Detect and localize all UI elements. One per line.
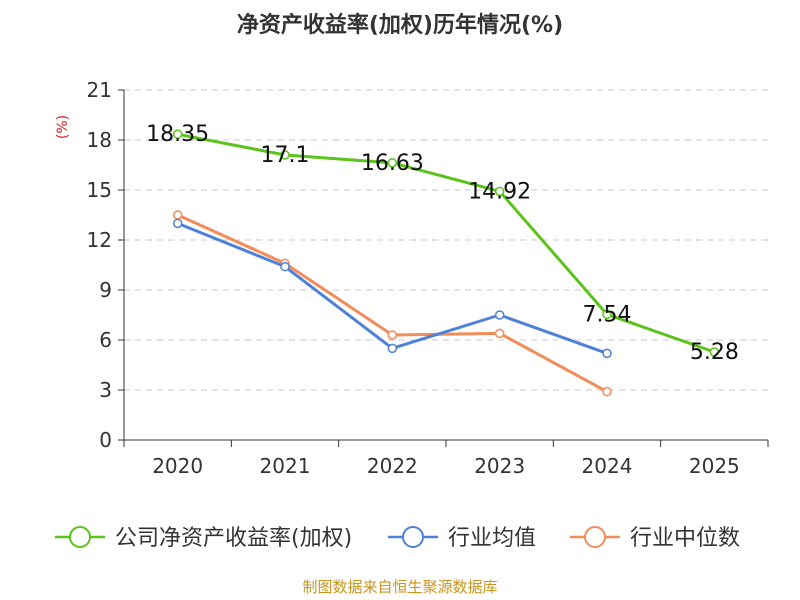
series: [172, 129, 720, 397]
source-note: 制图数据来自恒生聚源数据库: [302, 578, 497, 596]
data-point-0: [602, 309, 612, 320]
series-line-0: [177, 132, 715, 354]
data-point-0: [709, 347, 720, 357]
legend-marker-0: [69, 526, 91, 548]
data-label: 14.92: [468, 179, 531, 204]
axes: 0 3 6 9 12 15 18 21 2020 2021 2022 2023 2024 2025: [87, 78, 769, 478]
y-tick-label: 9: [99, 278, 112, 302]
data-point-0: [494, 186, 505, 197]
y-tick-label: 12: [87, 228, 112, 252]
legend-label-1: 行业均值: [448, 526, 536, 551]
data-label: 16.63: [361, 151, 424, 176]
y-tick-label: 3: [99, 378, 112, 402]
data-label: 18.35: [146, 122, 209, 147]
legend-marker-2: [584, 526, 606, 548]
data-point-0: [280, 150, 290, 160]
data-point-0: [387, 158, 398, 168]
data-point-0: [172, 129, 183, 139]
data-label: 5.28: [690, 340, 739, 365]
data-label: 7.54: [583, 302, 632, 327]
y-tick-label: 0: [99, 428, 112, 452]
legend-label-0: 公司净资产收益率(加权): [115, 526, 352, 551]
data-point-1: [387, 343, 398, 354]
data-label: 17.1: [261, 143, 310, 168]
legend-marker-1: [402, 526, 424, 548]
data-point-1: [602, 348, 612, 359]
y-tick-label: 6: [99, 328, 112, 352]
x-tick-label: 2025: [689, 454, 740, 478]
data-point-2: [602, 386, 612, 397]
x-tick-label: 2024: [582, 454, 633, 478]
x-tick-label: 2021: [260, 454, 311, 478]
data-point-1: [280, 261, 290, 272]
legend-label-2: 行业中位数: [630, 526, 740, 551]
grid-lines: [124, 89, 768, 391]
x-tick-label: 2020: [152, 454, 203, 478]
data-point-2: [172, 210, 183, 220]
data-labels: 18.35 17.1 16.63 14.92 7.54 5.28: [146, 122, 739, 365]
chart-title: 净资产收益率(加权)历年情况(%): [237, 12, 563, 38]
y-tick-label: 18: [87, 128, 112, 152]
data-point-1: [172, 218, 183, 229]
y-axis-unit-label: (%): [55, 115, 71, 139]
data-point-2: [387, 330, 398, 340]
y-tick-label: 21: [87, 78, 112, 102]
data-point-1: [494, 310, 505, 320]
y-tick-label: 15: [87, 178, 112, 202]
data-point-2: [494, 328, 505, 339]
x-tick-label: 2022: [367, 454, 418, 478]
x-tick-label: 2023: [474, 454, 525, 478]
legend: 公司净资产收益率(加权) 行业均值 行业中位数: [55, 526, 740, 551]
